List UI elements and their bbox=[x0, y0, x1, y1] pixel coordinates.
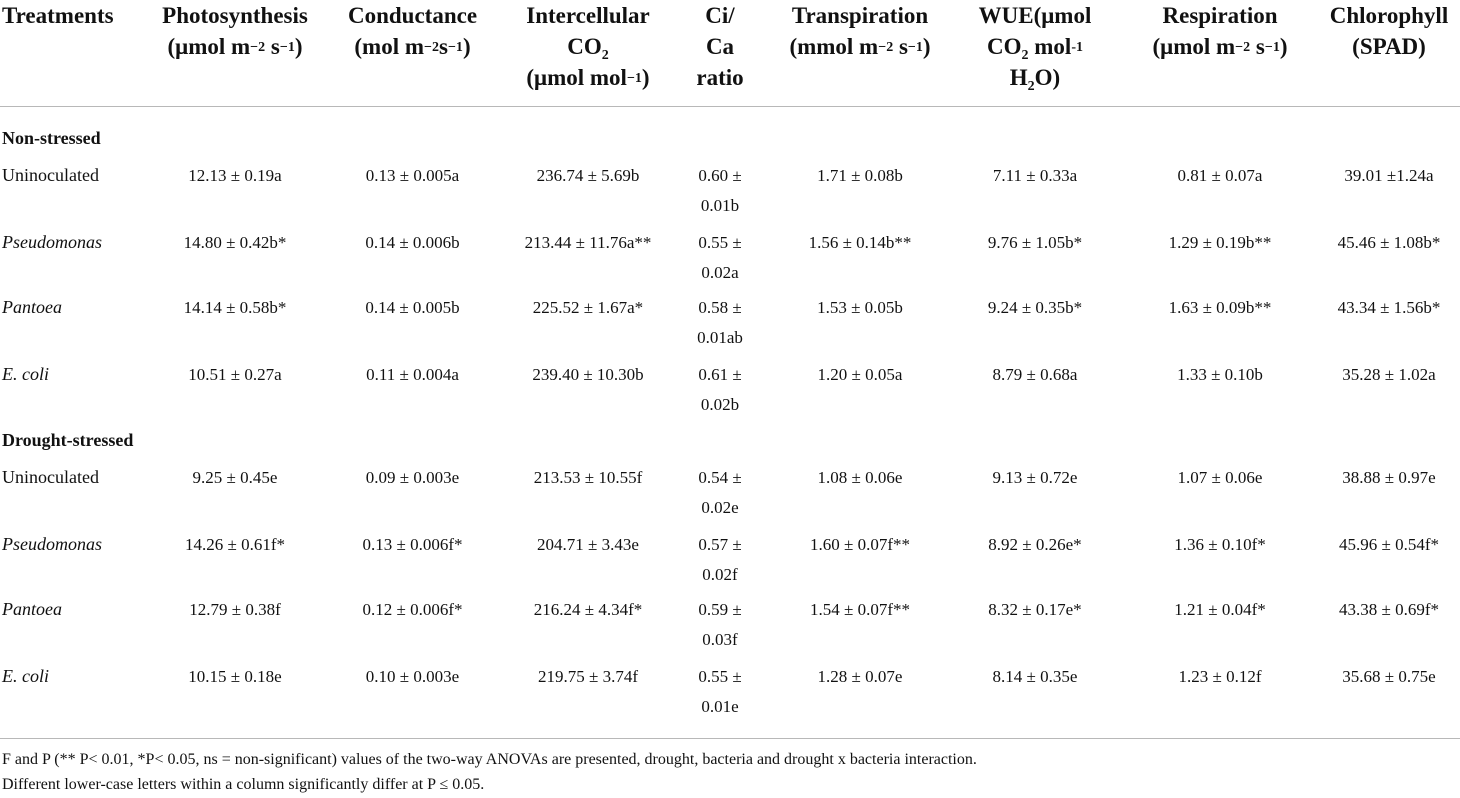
cell-ci-ca-ratio: 0.55 ±0.02a bbox=[698, 233, 742, 282]
cell-transpiration: 1.56 ± 0.14b** bbox=[808, 233, 912, 252]
cell-ci-ca-ratio: 0.55 ±0.01e bbox=[698, 667, 742, 716]
cell-photosynthesis: 12.79 ± 0.38f bbox=[189, 600, 281, 619]
cell-photosynthesis: 12.13 ± 0.19a bbox=[188, 166, 282, 185]
cell-transpiration: 1.71 ± 0.08b bbox=[817, 166, 903, 185]
cell-chlorophyll: 45.46 ± 1.08b* bbox=[1337, 233, 1441, 252]
cell-chlorophyll: 45.96 ± 0.54f* bbox=[1339, 535, 1439, 554]
cell-respiration: 0.81 ± 0.07a bbox=[1177, 166, 1263, 185]
cell-respiration: 1.36 ± 0.10f* bbox=[1174, 535, 1266, 554]
cell-transpiration: 1.60 ± 0.07f** bbox=[810, 535, 910, 554]
cell-conductance: 0.09 ± 0.003e bbox=[365, 468, 460, 487]
row-label-pseudomonas: Pseudomonas bbox=[2, 534, 102, 554]
cell-wue: 7.11 ± 0.33a bbox=[992, 166, 1078, 185]
group-label-drought-stressed: Drought-stressed bbox=[2, 430, 134, 450]
row-label-pseudomonas: Pseudomonas bbox=[2, 232, 102, 252]
cell-chlorophyll: 43.38 ± 0.69f* bbox=[1339, 600, 1439, 619]
cell-transpiration: 1.28 ± 0.07e bbox=[817, 667, 903, 686]
cell-wue: 9.24 ± 0.35b* bbox=[987, 298, 1083, 317]
cell-ci-ca-ratio: 0.57 ±0.02f bbox=[698, 535, 742, 584]
row-label-pantoea: Pantoea bbox=[2, 297, 62, 317]
cell-photosynthesis: 10.15 ± 0.18e bbox=[188, 667, 282, 686]
cell-wue: 8.14 ± 0.35e bbox=[992, 667, 1078, 686]
cell-respiration: 1.63 ± 0.09b** bbox=[1168, 298, 1272, 317]
row-label-e-coli: E. coli bbox=[2, 364, 49, 384]
cell-respiration: 1.07 ± 0.06e bbox=[1177, 468, 1263, 487]
cell-photosynthesis: 14.26 ± 0.61f* bbox=[185, 535, 285, 554]
row-label-uninoculated: Uninoculated bbox=[2, 467, 99, 487]
row-label-pantoea: Pantoea bbox=[2, 599, 62, 619]
group-label-non-stressed: Non-stressed bbox=[2, 128, 101, 148]
cell-transpiration: 1.20 ± 0.05a bbox=[817, 365, 903, 384]
cell-respiration: 1.29 ± 0.19b** bbox=[1168, 233, 1272, 252]
header-wue: WUE(μmol CO2 mol-1 H2O) bbox=[978, 3, 1092, 94]
cell-intercellular-co2: 225.52 ± 1.67a* bbox=[532, 298, 644, 317]
cell-conductance: 0.14 ± 0.006b bbox=[365, 233, 460, 252]
cell-intercellular-co2: 219.75 ± 3.74f bbox=[538, 667, 638, 686]
cell-intercellular-co2: 239.40 ± 10.30b bbox=[532, 365, 644, 384]
cell-conductance: 0.13 ± 0.005a bbox=[365, 166, 460, 185]
cell-chlorophyll: 35.28 ± 1.02a bbox=[1342, 365, 1436, 384]
cell-chlorophyll: 39.01 ±1.24a bbox=[1344, 166, 1434, 185]
cell-photosynthesis: 14.80 ± 0.42b* bbox=[183, 233, 287, 252]
cell-wue: 9.76 ± 1.05b* bbox=[987, 233, 1083, 252]
footnote-letters: Different lower-case letters within a co… bbox=[2, 776, 485, 793]
header-intercellular-co2: Intercellular CO2 (μmol mol−1) bbox=[526, 3, 650, 90]
header-chlorophyll: Chlorophyll (SPAD) bbox=[1329, 3, 1449, 59]
cell-photosynthesis: 10.51 ± 0.27a bbox=[188, 365, 282, 384]
cell-intercellular-co2: 236.74 ± 5.69b bbox=[536, 166, 640, 185]
header-ci-ca-ratio: Ci/ Ca ratio bbox=[696, 3, 744, 90]
cell-conductance: 0.12 ± 0.006f* bbox=[362, 600, 463, 619]
cell-chlorophyll: 35.68 ± 0.75e bbox=[1342, 667, 1436, 686]
cell-transpiration: 1.08 ± 0.06e bbox=[817, 468, 903, 487]
cell-respiration: 1.23 ± 0.12f bbox=[1178, 667, 1262, 686]
header-conductance: Conductance (mol m−2s−1) bbox=[347, 3, 478, 59]
cell-conductance: 0.14 ± 0.005b bbox=[365, 298, 460, 317]
cell-respiration: 1.21 ± 0.04f* bbox=[1174, 600, 1266, 619]
cell-respiration: 1.33 ± 0.10b bbox=[1177, 365, 1263, 384]
footer-rule bbox=[0, 738, 1460, 739]
cell-chlorophyll: 38.88 ± 0.97e bbox=[1342, 468, 1436, 487]
header-treatments: Treatments bbox=[2, 3, 114, 28]
header-respiration: Respiration (μmol m−2 s−1) bbox=[1152, 3, 1288, 59]
cell-wue: 8.79 ± 0.68a bbox=[992, 365, 1078, 384]
cell-intercellular-co2: 213.53 ± 10.55f bbox=[533, 468, 643, 487]
cell-ci-ca-ratio: 0.58 ±0.01ab bbox=[697, 298, 743, 347]
row-label-uninoculated: Uninoculated bbox=[2, 165, 99, 185]
header-transpiration: Transpiration (mmol m−2 s−1) bbox=[789, 3, 931, 59]
cell-wue: 9.13 ± 0.72e bbox=[992, 468, 1078, 487]
cell-conductance: 0.10 ± 0.003e bbox=[365, 667, 460, 686]
cell-intercellular-co2: 213.44 ± 11.76a** bbox=[524, 233, 652, 252]
header-photosynthesis: Photosynthesis (μmol m−2 s−1) bbox=[162, 3, 308, 59]
cell-ci-ca-ratio: 0.54 ±0.02e bbox=[698, 468, 742, 517]
cell-intercellular-co2: 204.71 ± 3.43e bbox=[537, 535, 639, 554]
cell-wue: 8.92 ± 0.26e* bbox=[988, 535, 1082, 554]
cell-ci-ca-ratio: 0.60 ±0.01b bbox=[698, 166, 742, 215]
footnote-anova: F and P (** P< 0.01, *P< 0.05, ns = non-… bbox=[2, 751, 977, 768]
cell-ci-ca-ratio: 0.61 ±0.02b bbox=[698, 365, 742, 414]
cell-conductance: 0.11 ± 0.004a bbox=[366, 365, 459, 384]
cell-conductance: 0.13 ± 0.006f* bbox=[362, 535, 463, 554]
cell-ci-ca-ratio: 0.59 ±0.03f bbox=[698, 600, 742, 649]
cell-chlorophyll: 43.34 ± 1.56b* bbox=[1337, 298, 1441, 317]
header-rule bbox=[0, 106, 1460, 107]
cell-intercellular-co2: 216.24 ± 4.34f* bbox=[533, 600, 643, 619]
row-label-e-coli: E. coli bbox=[2, 666, 49, 686]
cell-photosynthesis: 9.25 ± 0.45e bbox=[192, 468, 278, 487]
cell-transpiration: 1.53 ± 0.05b bbox=[817, 298, 903, 317]
cell-wue: 8.32 ± 0.17e* bbox=[988, 600, 1082, 619]
cell-transpiration: 1.54 ± 0.07f** bbox=[810, 600, 910, 619]
cell-photosynthesis: 14.14 ± 0.58b* bbox=[183, 298, 287, 317]
